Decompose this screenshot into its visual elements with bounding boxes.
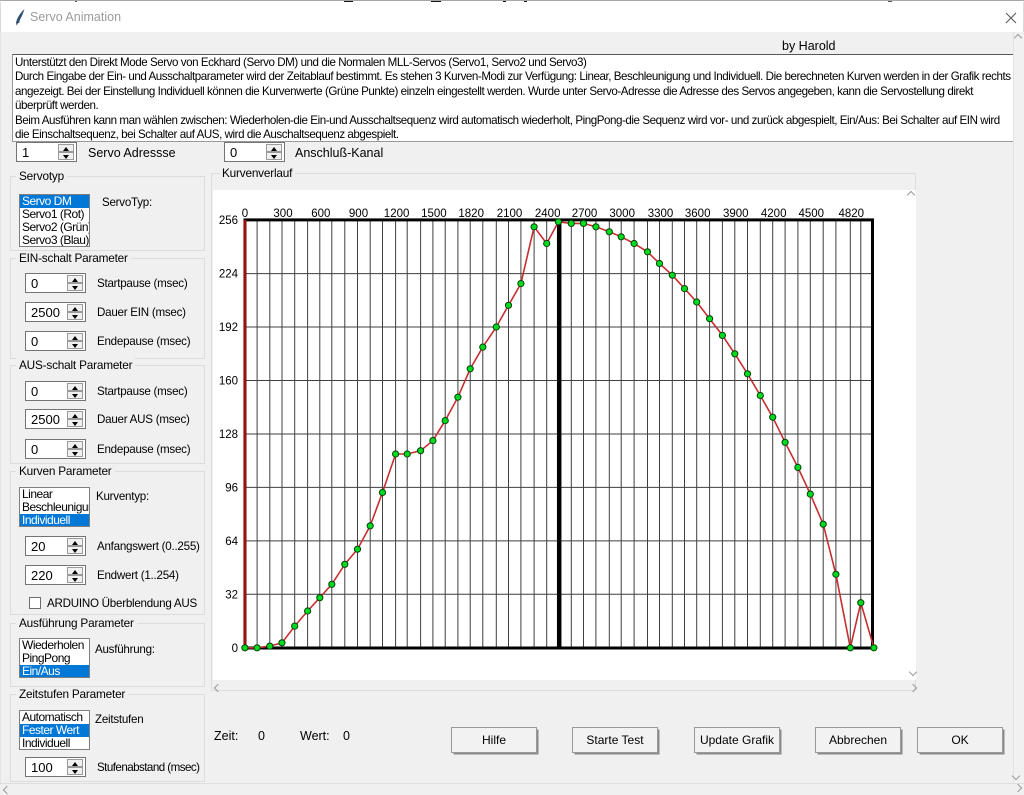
- svg-text:192: 192: [219, 322, 238, 334]
- svg-text:0: 0: [242, 208, 248, 220]
- svg-text:3300: 3300: [648, 208, 674, 220]
- svg-text:64: 64: [225, 536, 238, 548]
- svg-text:224: 224: [219, 269, 239, 281]
- svg-text:300: 300: [273, 208, 292, 220]
- svg-text:96: 96: [225, 482, 238, 494]
- svg-text:600: 600: [311, 208, 330, 220]
- svg-text:128: 128: [219, 429, 238, 441]
- svg-text:3900: 3900: [723, 208, 749, 220]
- svg-text:900: 900: [349, 208, 368, 220]
- svg-text:3000: 3000: [609, 208, 635, 220]
- svg-text:160: 160: [219, 376, 238, 388]
- svg-text:4500: 4500: [799, 208, 825, 220]
- svg-text:1200: 1200: [384, 208, 410, 220]
- svg-text:2700: 2700: [572, 208, 598, 220]
- svg-text:4200: 4200: [761, 208, 787, 220]
- svg-text:256: 256: [219, 215, 238, 227]
- svg-text:0: 0: [232, 643, 238, 655]
- svg-text:3600: 3600: [685, 208, 711, 220]
- svg-text:1820: 1820: [458, 208, 484, 220]
- svg-text:32: 32: [225, 589, 238, 601]
- svg-text:2100: 2100: [497, 208, 523, 220]
- svg-text:4820: 4820: [839, 208, 865, 220]
- svg-text:2400: 2400: [535, 208, 561, 220]
- svg-text:1500: 1500: [421, 208, 447, 220]
